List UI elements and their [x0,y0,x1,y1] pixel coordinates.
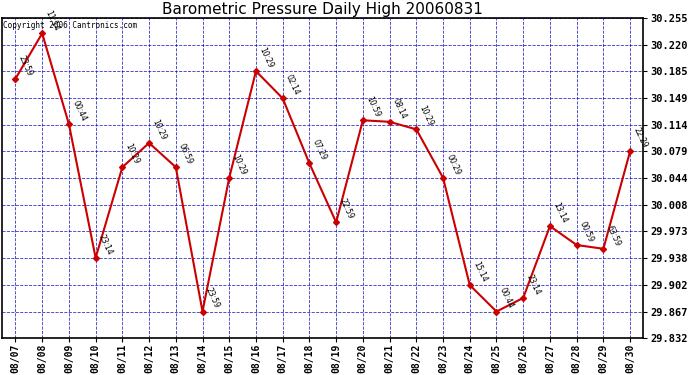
Text: 23:59: 23:59 [17,54,34,77]
Text: 00:59: 00:59 [578,220,595,244]
Title: Barometric Pressure Daily High 20060831: Barometric Pressure Daily High 20060831 [162,2,483,17]
Text: 10:29: 10:29 [417,105,435,128]
Text: 22:29: 22:29 [631,126,649,150]
Text: 06:59: 06:59 [177,142,195,166]
Text: 23:14: 23:14 [97,233,115,256]
Text: 10:29: 10:29 [257,46,275,70]
Text: 10:29: 10:29 [124,142,141,166]
Text: 10:29: 10:29 [230,153,248,176]
Text: 08:14: 08:14 [391,97,408,120]
Text: 11:14: 11:14 [43,9,61,32]
Text: 63:59: 63:59 [604,224,622,248]
Text: 23:14: 23:14 [524,273,542,297]
Text: 10:29: 10:29 [150,118,168,142]
Text: 00:29: 00:29 [444,153,462,176]
Text: 13:14: 13:14 [551,201,569,225]
Text: 15:14: 15:14 [471,260,489,284]
Text: 07:29: 07:29 [310,138,328,162]
Text: Copyright 2006 Cantronics.com: Copyright 2006 Cantronics.com [3,21,137,30]
Text: 00:44: 00:44 [70,99,88,123]
Text: 10:59: 10:59 [364,95,382,119]
Text: 00:44: 00:44 [498,286,515,310]
Text: 22:59: 22:59 [337,197,355,221]
Text: 23:59: 23:59 [204,286,221,310]
Text: 02:14: 02:14 [284,74,302,97]
